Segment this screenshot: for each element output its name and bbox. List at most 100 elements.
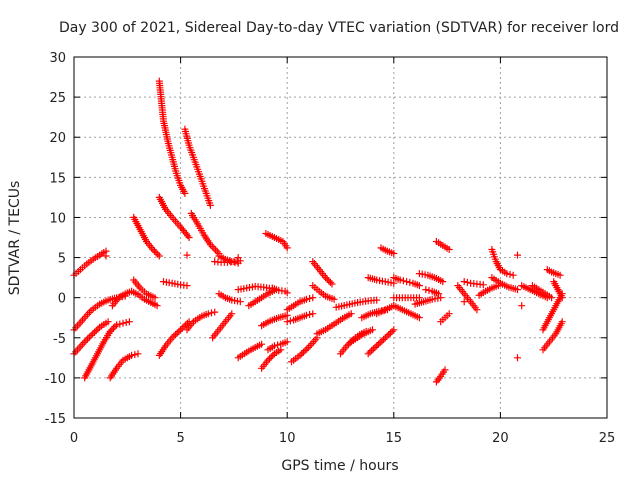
x-tick-labels: 0 5 10 15 20 25 [70, 431, 615, 446]
data-point [116, 320, 124, 328]
data-point [154, 250, 162, 258]
data-point [178, 324, 186, 332]
data-point [94, 325, 102, 333]
data-point [173, 329, 181, 337]
data-point [85, 333, 93, 341]
y-tick-label: 15 [49, 171, 66, 186]
data-point [210, 244, 218, 252]
data-point [441, 366, 449, 374]
data-point [425, 286, 433, 294]
data-point [347, 310, 355, 318]
data-point [506, 270, 514, 278]
data-point [258, 340, 266, 348]
data-point [415, 282, 423, 290]
data-point [228, 310, 236, 318]
x-tick-label: 0 [70, 431, 78, 446]
data-point [211, 308, 219, 316]
data-point [403, 278, 411, 286]
y-tick-label: 30 [49, 51, 66, 66]
x-tick-label: 25 [599, 431, 616, 446]
data-point [369, 326, 376, 334]
data-point [155, 252, 163, 260]
data-point [91, 328, 98, 336]
data-point [415, 314, 423, 322]
data-point [369, 345, 377, 353]
data-point [376, 339, 384, 347]
y-tick-label: 25 [49, 91, 66, 106]
data-point [184, 232, 192, 240]
data-point [299, 348, 307, 356]
y-tick-label: -5 [53, 332, 66, 347]
y-tick-label: -15 [45, 412, 66, 427]
data-point [380, 335, 388, 343]
x-axis-title: GPS time / hours [281, 458, 398, 474]
data-point [301, 347, 309, 355]
data-point [330, 295, 338, 303]
chart-title: Day 300 of 2021, Sidereal Day-to-day VTE… [59, 20, 619, 36]
data-point [92, 327, 100, 335]
data-point [326, 278, 334, 286]
data-point [274, 341, 282, 349]
data-point [106, 327, 114, 335]
data-point [558, 294, 566, 302]
data-point [152, 249, 160, 257]
data-point [364, 350, 372, 358]
data-point [548, 294, 556, 302]
data-point [386, 329, 394, 337]
data-point [328, 280, 336, 288]
data-point [82, 337, 90, 345]
data-point [422, 286, 430, 294]
data-point [185, 234, 193, 241]
data-point [131, 351, 139, 359]
data-point [89, 330, 97, 338]
data-point [385, 331, 393, 339]
data-point [80, 338, 88, 346]
data-point [368, 347, 376, 355]
data-point [445, 246, 453, 253]
data-points [70, 77, 566, 386]
data-point [306, 295, 314, 302]
data-point [87, 331, 95, 339]
data-point [309, 294, 317, 302]
x-tick-label: 20 [492, 431, 509, 446]
data-point [149, 246, 157, 253]
plot-frame [73, 56, 608, 419]
data-point [213, 248, 221, 256]
data-point [168, 334, 176, 342]
data-point [208, 309, 215, 317]
data-point [125, 318, 133, 326]
data-point [302, 311, 310, 319]
data-point [283, 289, 291, 297]
data-point [134, 350, 142, 358]
data-point [343, 342, 351, 350]
data-point [514, 251, 521, 259]
data-point [439, 278, 447, 286]
data-point [180, 323, 188, 330]
data-point [204, 310, 212, 318]
data-point [518, 302, 526, 310]
data-point [396, 276, 404, 284]
data-point [175, 327, 183, 335]
data-point [153, 302, 161, 310]
data-point [183, 251, 191, 259]
data-point [323, 275, 331, 283]
data-point [381, 334, 389, 342]
data-point [378, 337, 386, 345]
data-point [151, 247, 158, 255]
x-tick-label: 10 [279, 431, 296, 446]
grid-lines [74, 57, 607, 418]
data-point [503, 270, 511, 278]
data-point [109, 324, 117, 332]
data-point [270, 342, 278, 350]
data-point [390, 326, 398, 334]
data-point [373, 342, 381, 350]
x-tick-label: 15 [386, 431, 403, 446]
data-point [473, 306, 481, 314]
data-point [84, 335, 92, 343]
data-point [266, 355, 274, 363]
data-point [383, 332, 391, 340]
y-tick-label: -10 [45, 372, 66, 387]
data-point [283, 318, 291, 326]
